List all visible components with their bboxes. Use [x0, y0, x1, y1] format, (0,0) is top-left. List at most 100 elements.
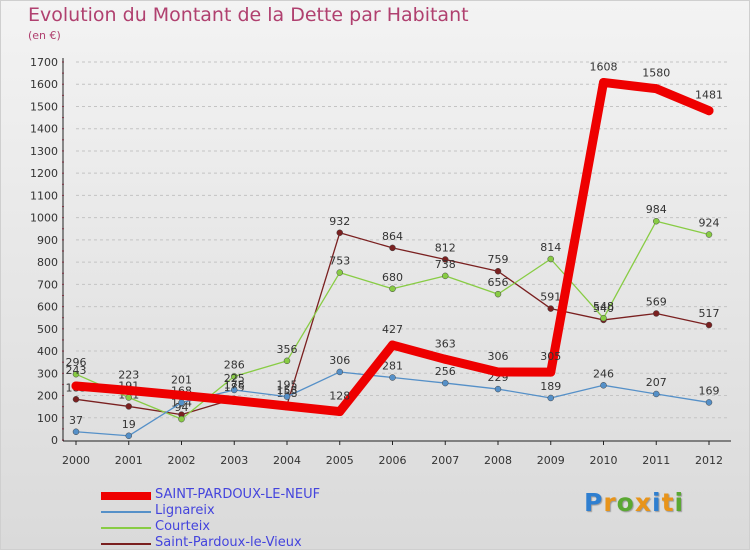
- data-label: 591: [540, 291, 561, 304]
- x-tick-label: 2010: [590, 454, 618, 467]
- legend-label: Courteix: [155, 519, 211, 534]
- y-tick-label: 600: [37, 301, 58, 314]
- legend-label: Saint-Pardoux-le-Vieux: [155, 535, 302, 550]
- data-label: 759: [488, 253, 509, 266]
- y-tick-label: 500: [37, 323, 58, 336]
- data-label: 363: [435, 337, 456, 350]
- x-tick-label: 2007: [431, 454, 459, 467]
- data-point: [336, 368, 343, 376]
- data-point: [72, 428, 80, 436]
- data-label: 984: [646, 203, 667, 216]
- x-tick-label: 2002: [168, 454, 196, 467]
- data-point: [72, 396, 80, 403]
- data-label: 517: [699, 307, 720, 320]
- data-label: 924: [699, 217, 720, 230]
- data-label: 864: [382, 230, 403, 243]
- x-tick-label: 2012: [695, 454, 723, 467]
- data-point: [442, 256, 449, 263]
- data-label: 306: [329, 354, 350, 367]
- data-point: [494, 290, 502, 298]
- data-label: 1481: [695, 89, 723, 102]
- y-tick-label: 300: [37, 367, 58, 380]
- data-point: [178, 399, 185, 406]
- data-label: 243: [66, 364, 87, 377]
- y-tick-label: 900: [37, 234, 58, 247]
- data-label: 281: [382, 360, 403, 373]
- data-label: 153: [277, 384, 298, 397]
- data-point: [389, 285, 396, 293]
- logo-letter: o: [616, 488, 635, 517]
- data-label: 1580: [642, 67, 670, 80]
- data-label: 656: [488, 276, 509, 289]
- legend-swatch: [101, 543, 151, 545]
- data-label: 37: [69, 414, 83, 427]
- y-tick-label: 1400: [30, 123, 58, 136]
- data-label: 932: [329, 215, 350, 228]
- data-point: [125, 394, 132, 401]
- data-point: [704, 106, 714, 116]
- data-point: [231, 373, 238, 380]
- data-point: [547, 394, 554, 402]
- logo-letter: P: [584, 488, 604, 517]
- logo-letter: i: [652, 488, 662, 517]
- logo-letter: r: [603, 488, 617, 517]
- chart-unit: (en €): [28, 29, 61, 42]
- legend-swatch: [101, 492, 151, 500]
- data-point: [546, 367, 556, 377]
- data-label: 305: [540, 350, 561, 363]
- y-tick-label: 1300: [30, 145, 58, 158]
- x-tick-label: 2003: [220, 454, 248, 467]
- data-point: [547, 305, 554, 312]
- data-label: 207: [646, 376, 667, 389]
- data-point: [705, 399, 713, 406]
- data-label: 753: [329, 255, 350, 268]
- data-label: 548: [593, 300, 614, 313]
- data-point: [336, 269, 343, 276]
- data-point: [283, 393, 291, 400]
- x-tick-label: 2006: [379, 454, 407, 467]
- data-label: 306: [488, 350, 509, 363]
- data-label: 256: [435, 365, 456, 378]
- data-point: [653, 217, 660, 225]
- y-tick-label: 800: [37, 256, 58, 269]
- data-label: 246: [593, 367, 614, 380]
- data-point: [125, 403, 132, 410]
- y-tick-label: 400: [37, 345, 58, 358]
- data-label: 178: [224, 378, 245, 391]
- data-point: [600, 314, 607, 322]
- data-point: [494, 385, 502, 393]
- y-tick-label: 100: [37, 412, 58, 425]
- data-point: [653, 390, 660, 398]
- data-point: [440, 354, 450, 364]
- data-label: 19: [122, 418, 136, 431]
- y-tick-label: 1100: [30, 189, 58, 202]
- data-point: [71, 381, 81, 391]
- x-tick-label: 2009: [537, 454, 565, 467]
- data-label: 286: [224, 358, 245, 371]
- data-label: 128: [329, 390, 350, 403]
- y-tick-label: 1700: [30, 56, 58, 69]
- y-tick-label: 1600: [30, 78, 58, 91]
- data-point: [494, 267, 502, 275]
- x-tick-label: 2004: [273, 454, 301, 467]
- data-label: 427: [382, 323, 403, 336]
- data-point: [653, 310, 660, 317]
- y-tick-label: 0: [51, 434, 58, 447]
- x-tick-label: 2005: [326, 454, 354, 467]
- data-point: [705, 321, 713, 329]
- data-point: [231, 386, 238, 394]
- legend-label: Lignareix: [155, 503, 215, 518]
- data-point: [282, 401, 292, 411]
- data-point: [389, 244, 396, 252]
- legend-label: SAINT-PARDOUX-LE-NEUF: [155, 487, 321, 502]
- data-point: [388, 340, 397, 350]
- data-label: 195: [277, 379, 298, 392]
- data-label: 738: [435, 258, 456, 271]
- legend-swatch: [101, 511, 151, 513]
- data-label: 680: [382, 271, 403, 284]
- logo-letter: i: [674, 488, 685, 517]
- data-point: [493, 367, 503, 377]
- data-label: 569: [646, 295, 667, 308]
- chart-title: Evolution du Montant de la Dette par Hab…: [28, 4, 469, 26]
